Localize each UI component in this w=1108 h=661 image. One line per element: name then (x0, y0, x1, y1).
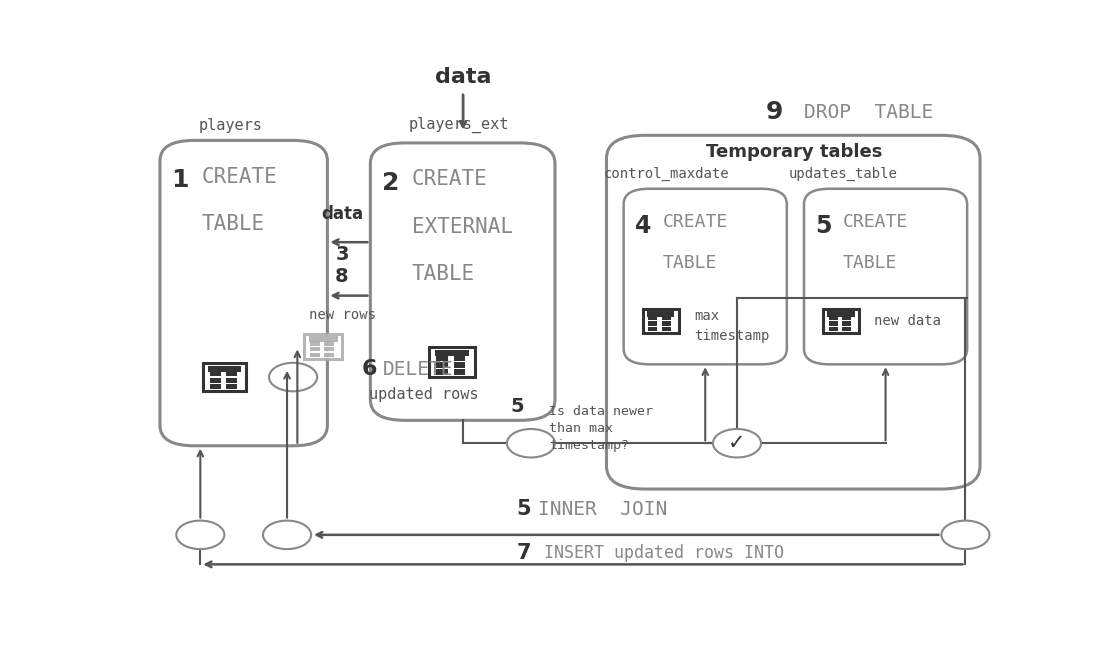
Bar (208, 366, 240, 372)
Text: CREATE: CREATE (843, 214, 907, 231)
Bar (325, 341, 335, 346)
Bar (829, 316, 838, 321)
Bar (209, 371, 220, 376)
Text: control_maxdate: control_maxdate (604, 167, 729, 181)
Bar (829, 327, 838, 331)
FancyBboxPatch shape (606, 136, 981, 489)
Bar (209, 384, 220, 389)
Text: 7: 7 (516, 543, 531, 563)
Bar (325, 347, 335, 352)
Bar (310, 352, 320, 357)
Text: players: players (198, 118, 263, 133)
Circle shape (712, 429, 761, 457)
FancyBboxPatch shape (370, 143, 555, 420)
Text: TABLE: TABLE (663, 254, 717, 272)
Bar (661, 327, 671, 331)
Text: CREATE: CREATE (663, 214, 728, 231)
Bar (226, 371, 237, 376)
Bar (437, 356, 448, 361)
Bar (648, 321, 657, 326)
Text: new data: new data (874, 314, 942, 328)
FancyBboxPatch shape (804, 189, 967, 364)
Text: Is data newer
than max
timestamp?: Is data newer than max timestamp? (548, 405, 653, 452)
Text: 1: 1 (171, 169, 188, 192)
Bar (842, 316, 851, 321)
Text: 8: 8 (336, 268, 349, 286)
Text: players_ext: players_ext (409, 116, 510, 133)
Bar (661, 321, 671, 326)
Bar (661, 316, 671, 321)
FancyBboxPatch shape (160, 140, 328, 446)
Bar (829, 321, 838, 326)
Text: 4: 4 (635, 214, 652, 238)
Text: TABLE: TABLE (411, 264, 474, 284)
Text: DROP  TABLE: DROP TABLE (804, 103, 933, 122)
Bar (828, 311, 854, 317)
Bar (453, 356, 465, 361)
Text: ✓: ✓ (728, 433, 746, 453)
Bar (842, 327, 851, 331)
Text: 2: 2 (381, 171, 399, 195)
Text: 9: 9 (766, 100, 782, 124)
Text: data: data (321, 205, 363, 223)
Text: 5: 5 (511, 397, 524, 416)
Bar (648, 316, 657, 321)
Bar (823, 309, 859, 333)
Bar (453, 369, 465, 375)
Text: updated rows: updated rows (369, 387, 479, 403)
Text: max
timestamp: max timestamp (694, 309, 769, 343)
Bar (434, 350, 469, 356)
Text: Temporary tables: Temporary tables (706, 143, 882, 161)
Bar (429, 346, 474, 377)
Text: 5: 5 (516, 500, 531, 520)
Circle shape (269, 363, 317, 391)
Circle shape (263, 521, 311, 549)
Bar (310, 347, 320, 352)
Bar (325, 352, 335, 357)
Circle shape (176, 521, 224, 549)
Bar (310, 341, 320, 346)
Text: CREATE: CREATE (202, 167, 277, 187)
Text: 5: 5 (815, 214, 832, 238)
Text: INNER  JOIN: INNER JOIN (537, 500, 667, 519)
Text: new rows: new rows (308, 309, 376, 323)
Text: 3: 3 (336, 245, 349, 264)
Bar (453, 362, 465, 368)
Bar (305, 334, 342, 359)
Text: data: data (434, 67, 491, 87)
Bar (309, 336, 338, 342)
Bar (226, 384, 237, 389)
Bar (842, 321, 851, 326)
Bar (647, 311, 675, 317)
Text: CREATE: CREATE (411, 169, 488, 190)
Text: updates_table: updates_table (788, 167, 897, 181)
Bar (437, 369, 448, 375)
Text: INSERT updated rows INTO: INSERT updated rows INTO (534, 543, 783, 562)
Bar (226, 377, 237, 383)
Bar (643, 309, 678, 333)
Text: DELETE: DELETE (383, 360, 454, 379)
Text: TABLE: TABLE (202, 214, 265, 234)
Bar (203, 363, 246, 391)
Text: 6: 6 (362, 360, 377, 379)
Text: EXTERNAL: EXTERNAL (411, 217, 513, 237)
Bar (437, 362, 448, 368)
Circle shape (942, 521, 989, 549)
Bar (648, 327, 657, 331)
FancyBboxPatch shape (624, 189, 787, 364)
Text: TABLE: TABLE (843, 254, 897, 272)
Circle shape (506, 429, 555, 457)
Bar (209, 377, 220, 383)
